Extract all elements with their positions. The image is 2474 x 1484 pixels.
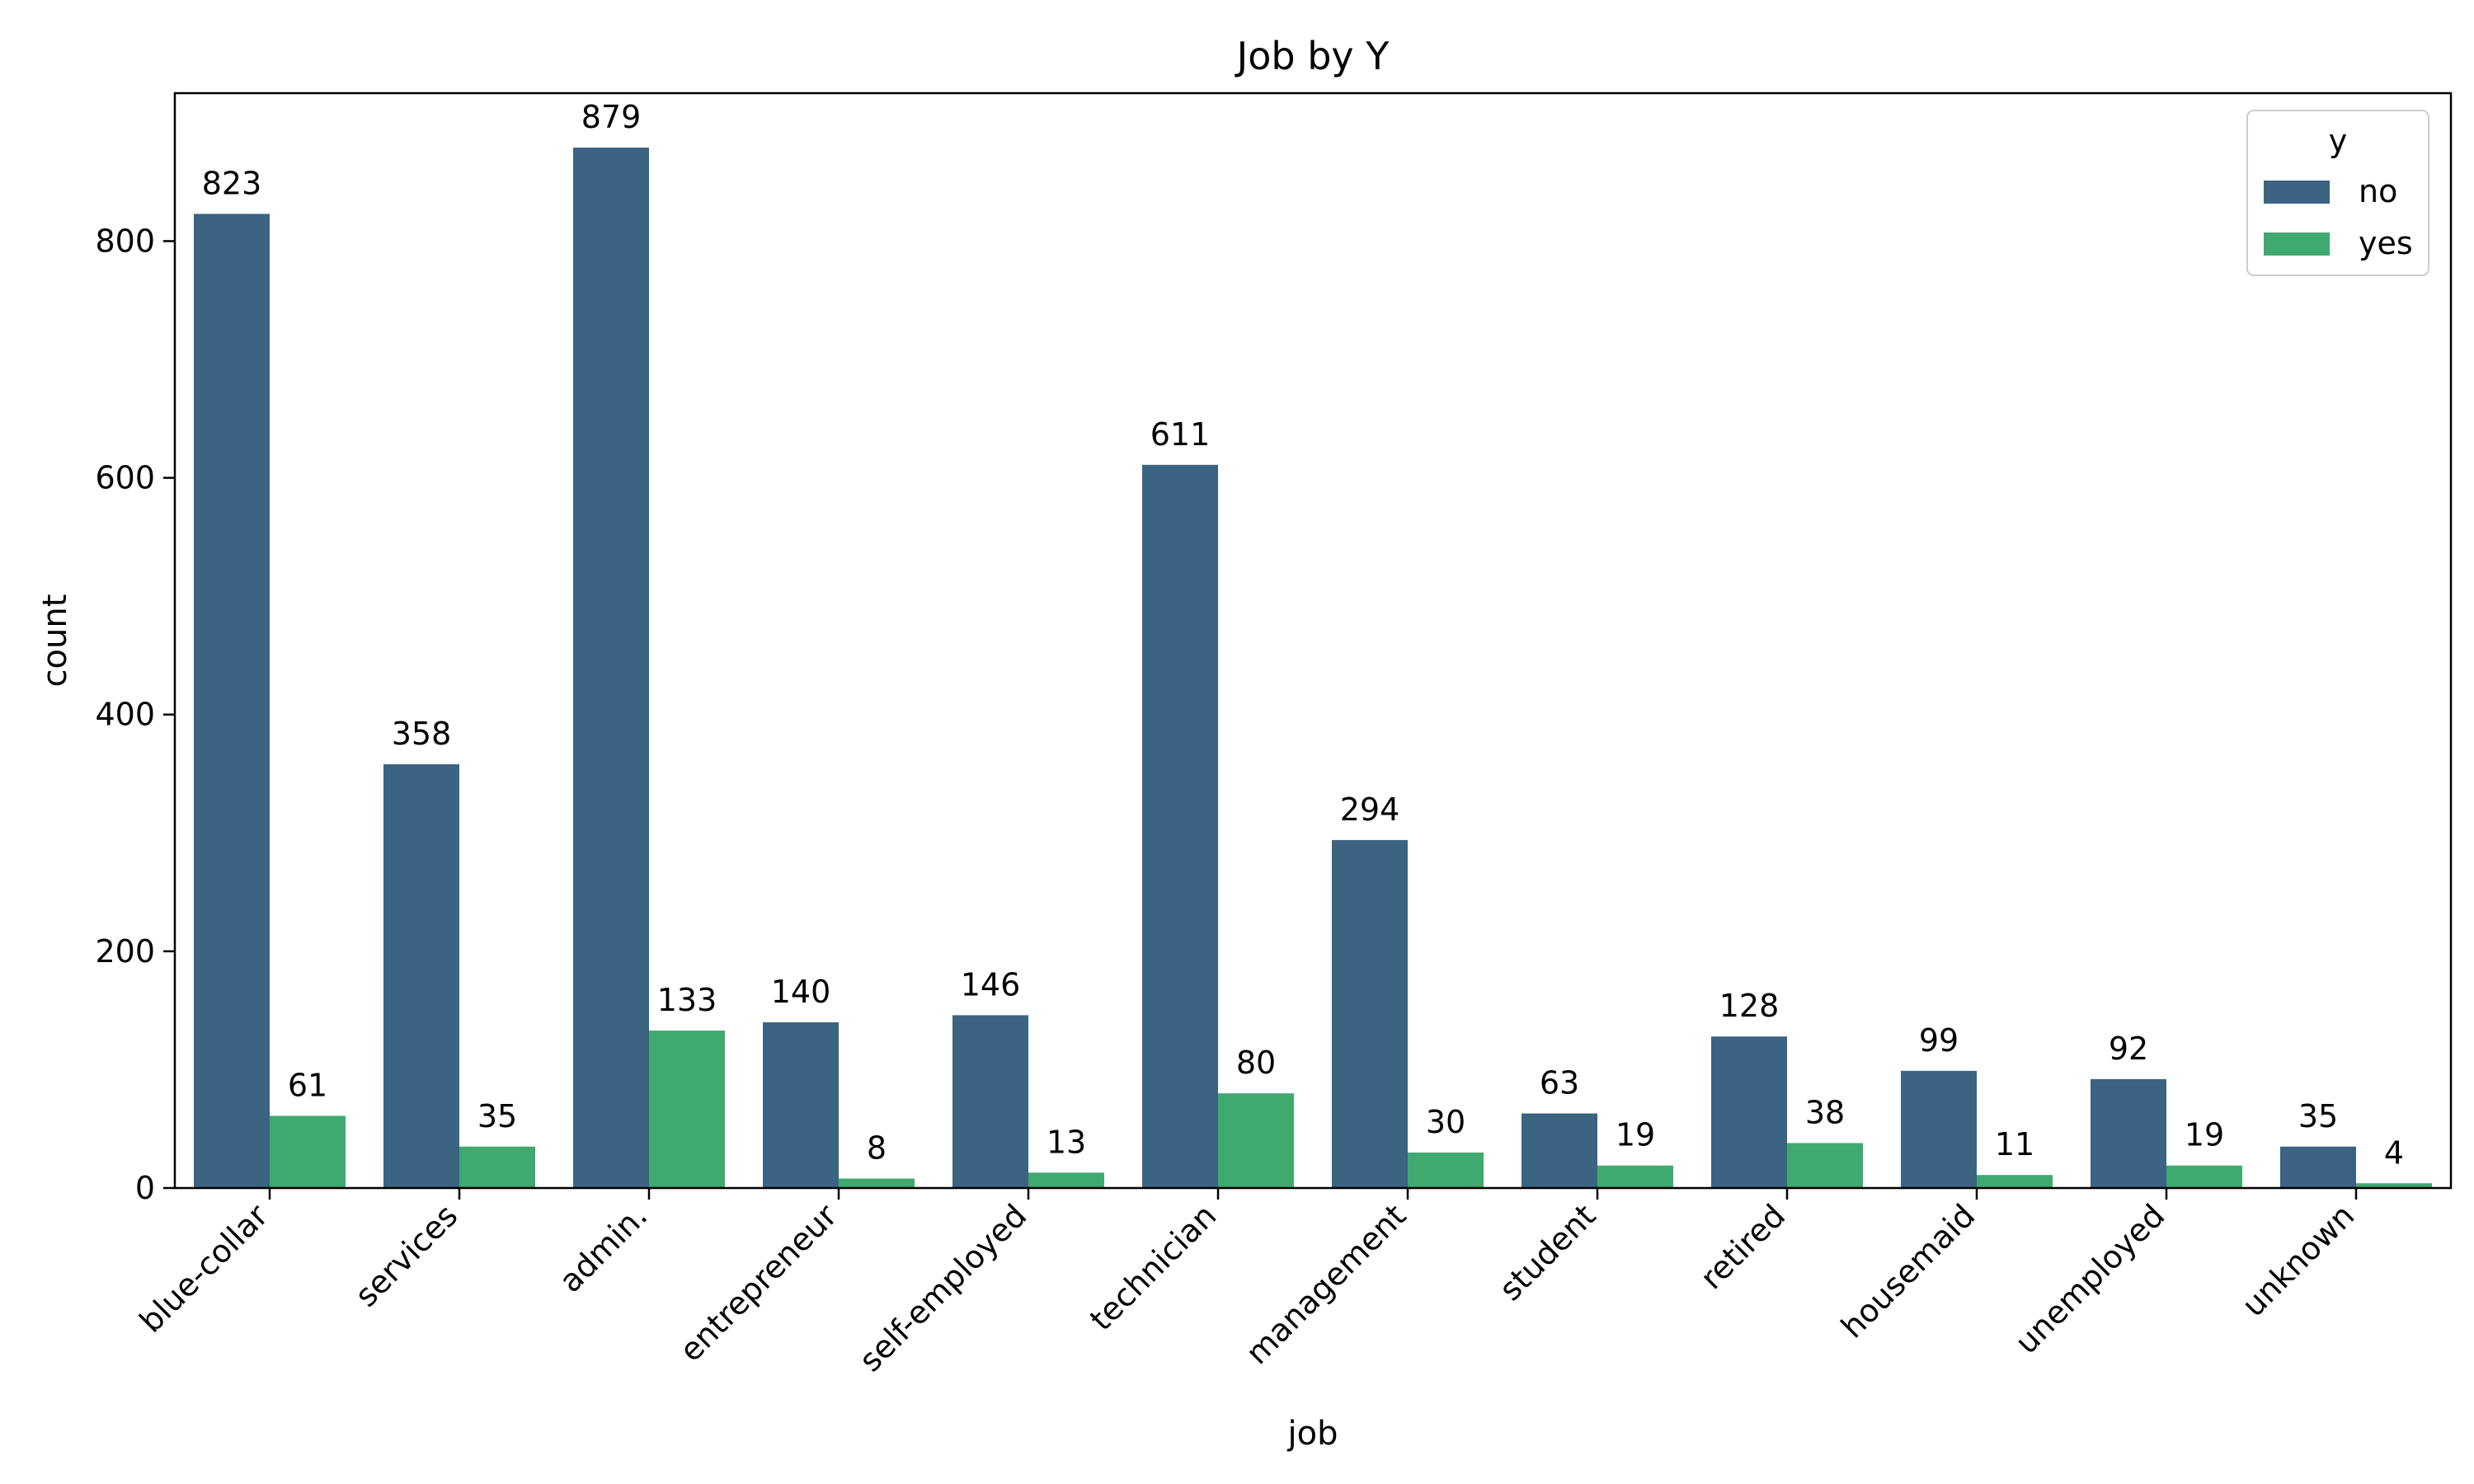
data-label-yes-entrepreneur: 8	[867, 1130, 887, 1167]
data-label-no-management: 294	[1340, 791, 1400, 828]
legend-label-no: no	[2359, 173, 2397, 209]
x-tick-label: student	[1493, 1197, 1603, 1308]
bar-yes-management	[1408, 1152, 1484, 1188]
x-tick-label: blue-collar	[133, 1197, 275, 1340]
y-tick-label: 600	[95, 460, 155, 496]
data-label-yes-services: 35	[477, 1098, 517, 1134]
data-label-no-services: 358	[392, 716, 452, 752]
data-label-no-unemployed: 92	[2109, 1031, 2148, 1067]
bar-yes-retired	[1787, 1143, 1863, 1188]
data-label-yes-technician: 80	[1236, 1045, 1276, 1081]
bar-no-retired	[1711, 1036, 1787, 1188]
x-tick-label: admin.	[553, 1197, 655, 1299]
bar-yes-unemployed	[2166, 1165, 2242, 1188]
data-label-no-entrepreneur: 140	[771, 974, 831, 1010]
bar-yes-services	[459, 1146, 535, 1188]
y-tick-label: 400	[95, 697, 155, 733]
data-label-no-admin.: 879	[581, 99, 642, 135]
y-axis: 0 200 400 600 800	[95, 223, 175, 1206]
bar-yes-entrepreneur	[839, 1178, 915, 1188]
bar-no-self-employed	[952, 1015, 1028, 1188]
bar-yes-self-employed	[1028, 1172, 1104, 1188]
bar-no-technician	[1142, 464, 1218, 1188]
legend[interactable]: y no yes	[2246, 110, 2429, 276]
data-label-yes-student: 19	[1616, 1117, 1655, 1153]
bar-yes-admin.	[649, 1031, 725, 1188]
data-label-yes-housemaid: 11	[1995, 1126, 2034, 1162]
chart-title: Job by Y	[1235, 34, 1390, 78]
y-axis-title: count	[36, 594, 74, 688]
data-label-no-retired: 128	[1719, 988, 1780, 1024]
bar-no-unemployed	[2091, 1078, 2166, 1188]
data-label-no-technician: 611	[1150, 416, 1211, 453]
y-tick-label: 0	[135, 1170, 155, 1206]
legend-swatch-no	[2264, 181, 2330, 204]
bar-no-admin.	[573, 148, 649, 1189]
bar-yes-unknown	[2356, 1183, 2432, 1188]
data-label-no-blue-collar: 823	[202, 165, 262, 201]
data-label-yes-unknown: 4	[2384, 1134, 2404, 1171]
y-tick-label: 800	[95, 223, 155, 259]
data-label-yes-self-employed: 13	[1047, 1124, 1086, 1160]
x-tick-label: management	[1239, 1197, 1413, 1371]
bar-no-student	[1522, 1113, 1597, 1188]
x-tick-label: technician	[1083, 1197, 1223, 1337]
data-label-yes-admin.: 133	[657, 982, 717, 1018]
x-tick-label: housemaid	[1834, 1197, 1982, 1345]
data-label-yes-blue-collar: 61	[288, 1067, 327, 1103]
bar-no-blue-collar	[194, 214, 270, 1188]
bars-group	[194, 148, 2432, 1189]
legend-swatch-yes	[2264, 232, 2330, 256]
x-axis: blue-collar services admin. entrepreneur sel…	[133, 1188, 2361, 1378]
data-label-no-housemaid: 99	[1919, 1022, 1959, 1059]
bar-yes-housemaid	[1977, 1175, 2053, 1188]
x-tick-label: self-employed	[852, 1197, 1033, 1378]
bar-yes-blue-collar	[270, 1115, 346, 1188]
bar-no-unknown	[2280, 1146, 2356, 1188]
legend-label-yes: yes	[2359, 225, 2413, 261]
data-label-no-self-employed: 146	[961, 966, 1021, 1003]
y-tick-label: 200	[95, 933, 155, 970]
x-tick-label: services	[348, 1197, 464, 1313]
bar-yes-technician	[1218, 1093, 1294, 1188]
bar-no-services	[383, 764, 459, 1188]
data-label-no-unknown: 35	[2298, 1098, 2338, 1134]
x-tick-label: unknown	[2235, 1197, 2361, 1323]
bar-no-housemaid	[1901, 1070, 1977, 1188]
x-tick-label: unemployed	[2008, 1197, 2171, 1360]
bar-no-entrepreneur	[763, 1022, 839, 1188]
data-label-yes-unemployed: 19	[2185, 1117, 2224, 1153]
bar-yes-student	[1597, 1165, 1673, 1188]
x-tick-label: retired	[1693, 1197, 1792, 1296]
plot-frame	[173, 92, 2453, 1190]
bar-no-management	[1332, 839, 1408, 1188]
x-tick-label: entrepreneur	[672, 1197, 844, 1369]
data-label-yes-retired: 38	[1805, 1094, 1845, 1130]
data-label-yes-management: 30	[1426, 1104, 1465, 1140]
data-label-no-student: 63	[1540, 1065, 1579, 1101]
x-axis-title: job	[1287, 1415, 1338, 1453]
legend-title: y	[2329, 123, 2348, 159]
